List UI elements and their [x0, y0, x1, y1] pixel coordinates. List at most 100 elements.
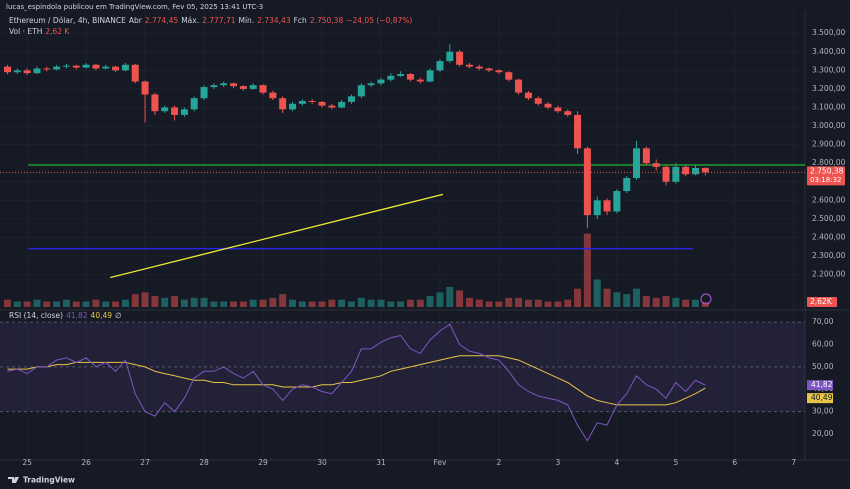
x-tick-label: Fev: [433, 458, 447, 467]
candle-body: [544, 103, 552, 108]
candle-body: [495, 70, 503, 73]
candle-body: [701, 167, 709, 173]
legend-item-value: 2.774,45: [145, 16, 179, 25]
x-tick-label: 31: [376, 458, 386, 467]
candle-body: [43, 68, 51, 70]
candle-body: [53, 66, 61, 70]
volume-bar: [505, 297, 513, 307]
volume-bar: [210, 301, 218, 307]
candle-body: [456, 51, 464, 65]
rsi-tick-label: 20,00: [812, 429, 834, 438]
publisher: lucas_espindola publicou em TradingView.…: [6, 3, 263, 11]
volume-bar: [338, 299, 346, 307]
volume-bar: [82, 301, 90, 307]
candle-body: [613, 191, 621, 212]
candle-body: [367, 83, 375, 86]
y-tick-label: 3.200,00: [812, 84, 846, 93]
candle-body: [564, 111, 572, 115]
legend-item-label: Máx.: [181, 16, 199, 25]
candle-body: [72, 65, 80, 68]
candle-body: [318, 101, 326, 106]
volume-bar: [62, 299, 70, 307]
candle-body: [289, 103, 297, 110]
grid: [0, 10, 805, 460]
volume-bar: [230, 301, 238, 307]
x-tick-label: 7: [791, 458, 796, 467]
volume-bar: [485, 301, 493, 307]
candle-body: [652, 163, 660, 167]
y-tick-label: 2.300,00: [812, 251, 846, 260]
x-tick-label: 6: [732, 458, 737, 467]
candle-body: [180, 109, 188, 115]
candle-body: [554, 107, 562, 112]
candle-body: [357, 85, 365, 97]
y-tick-label: 2.200,00: [812, 270, 846, 279]
candle-body: [328, 105, 336, 108]
candle-body: [338, 101, 346, 108]
candle-body: [141, 81, 149, 95]
volume-bar: [593, 279, 601, 307]
candle-body: [200, 87, 208, 99]
volume-bar: [112, 301, 120, 307]
x-tick-label: 3: [556, 458, 561, 467]
rsi-tick-label: 60,00: [812, 339, 834, 348]
legend-symbol: Ethereum / Dólar, 4h, BINANCE: [9, 16, 126, 25]
y-tick-label: 3.000,00: [812, 121, 846, 130]
candle-body: [92, 64, 100, 69]
volume-bar: [151, 296, 159, 307]
rsi-tick-label: 30,00: [812, 407, 834, 416]
y-tick-label: 2.900,00: [812, 140, 846, 149]
candle-body: [347, 96, 355, 102]
volume-bar: [72, 301, 80, 307]
candle-body: [642, 148, 650, 164]
candle-body: [239, 86, 247, 89]
volume-bar: [465, 297, 473, 307]
x-tick-label: 28: [199, 458, 209, 467]
volume-bar: [544, 301, 552, 307]
candle-body: [387, 75, 395, 80]
volume-bar: [387, 301, 395, 307]
x-tick-label: 30: [317, 458, 327, 467]
volume-bar: [347, 301, 355, 307]
footer-text: TradingView: [23, 476, 75, 485]
legend-row: Ethereum / Dólar, 4h, BINANCE Abr 2.774,45…: [9, 16, 412, 25]
volume-bar: [554, 301, 562, 307]
candle-body: [220, 83, 228, 86]
volume-bar: [161, 297, 169, 307]
legend-item-value: 2.734,43: [257, 16, 291, 25]
volume-bar: [406, 299, 414, 307]
legend-item-label: Abr: [129, 16, 143, 25]
candle-body: [298, 100, 306, 104]
rsi-title: RSI (14, close): [9, 311, 63, 320]
candle-body: [691, 167, 699, 175]
y-tick-label: 3.500,00: [812, 28, 846, 37]
y-tick-label: 3.400,00: [812, 47, 846, 56]
volume-bar: [141, 292, 149, 307]
volume-bar: [53, 301, 61, 307]
volume-bar: [200, 297, 208, 307]
legend-item-label: Fch: [294, 16, 307, 25]
volume-bar: [682, 299, 690, 307]
volume-bar: [426, 296, 434, 307]
candle-body: [574, 114, 582, 149]
candle-body: [603, 200, 611, 212]
volume-bar: [416, 299, 424, 307]
volume-bar: [180, 299, 188, 307]
rsi-tick-label: 70,00: [812, 317, 834, 326]
volume-bar: [102, 301, 110, 307]
legend-item-value: 2.750,38: [310, 16, 344, 25]
volume-bar: [279, 294, 287, 307]
volume-bar: [377, 299, 385, 307]
x-tick-label: 29: [258, 458, 268, 467]
volume-bar: [171, 296, 179, 307]
volume-bar: [318, 301, 326, 307]
candle-body: [633, 148, 641, 179]
candle-body: [161, 107, 169, 112]
candle-body: [524, 92, 532, 99]
volume-bar: [701, 302, 709, 307]
rsi-ma-box: [807, 393, 833, 404]
volume-bar: [524, 299, 532, 307]
volume-bar: [190, 297, 198, 307]
volume-bar: [239, 301, 247, 307]
